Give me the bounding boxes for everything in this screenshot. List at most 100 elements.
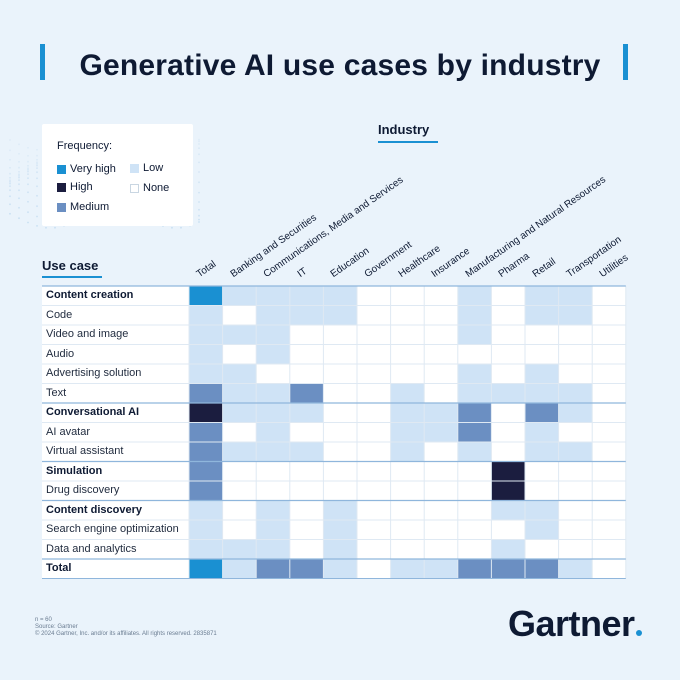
heatmap-cell bbox=[222, 305, 257, 325]
legend-title: Frequency: bbox=[57, 140, 113, 152]
industry-underline bbox=[378, 141, 438, 143]
heatmap-cell bbox=[592, 305, 626, 325]
legend-item-high: High bbox=[57, 181, 93, 193]
heatmap-cell bbox=[457, 364, 492, 384]
heatmap-cell bbox=[491, 364, 525, 384]
heatmap-cell bbox=[323, 442, 357, 462]
heatmap-cell bbox=[592, 403, 626, 423]
heatmap-cell bbox=[357, 305, 391, 325]
heatmap-cell bbox=[491, 422, 525, 442]
heatmap-cell bbox=[357, 325, 391, 345]
heatmap-cell bbox=[256, 461, 290, 481]
legend-label-none: None bbox=[143, 182, 170, 194]
heatmap-cell bbox=[525, 500, 559, 520]
heatmap-cell bbox=[189, 520, 223, 540]
heatmap-cell bbox=[491, 500, 525, 520]
heatmap-cell bbox=[491, 520, 525, 540]
heatmap-cell bbox=[390, 481, 425, 501]
heatmap-cell bbox=[256, 383, 290, 403]
heatmap-cell bbox=[424, 500, 458, 520]
heatmap-cell bbox=[390, 559, 425, 579]
heatmap-cell bbox=[525, 559, 559, 579]
heatmap-cell bbox=[189, 383, 223, 403]
heatmap-cell bbox=[222, 383, 257, 403]
heatmap-cell bbox=[558, 500, 593, 520]
legend-item-low: Low bbox=[130, 162, 163, 174]
heatmap-cell bbox=[222, 286, 257, 306]
heatmap-cell bbox=[424, 364, 458, 384]
row-label: Audio bbox=[46, 347, 75, 360]
row-label: AI avatar bbox=[46, 425, 91, 438]
heatmap-cell bbox=[390, 461, 425, 481]
heatmap-cell bbox=[457, 481, 492, 501]
heatmap-cell bbox=[256, 559, 290, 579]
heatmap-cell bbox=[592, 481, 626, 501]
heatmap-cell bbox=[457, 500, 492, 520]
heatmap-cell bbox=[357, 344, 391, 364]
row-label: Content creation bbox=[46, 289, 134, 301]
heatmap-cell bbox=[289, 461, 324, 481]
heatmap-cell bbox=[222, 481, 257, 501]
heatmap-cell bbox=[558, 364, 593, 384]
heatmap-cell bbox=[357, 539, 391, 559]
heatmap-cell bbox=[323, 286, 357, 306]
heatmap-cell bbox=[390, 325, 425, 345]
heatmap-cell bbox=[491, 461, 525, 481]
heatmap-cell bbox=[390, 286, 425, 306]
heatmap-cell bbox=[558, 344, 593, 364]
heatmap-cell bbox=[289, 305, 324, 325]
heatmap-cell bbox=[289, 539, 324, 559]
heatmap-cell bbox=[592, 442, 626, 462]
heatmap-cell bbox=[222, 403, 257, 423]
heatmap-cell bbox=[323, 403, 357, 423]
heatmap-cell bbox=[256, 364, 290, 384]
heatmap-cell bbox=[189, 305, 223, 325]
heatmap-cell bbox=[525, 344, 559, 364]
legend-label-medium: Medium bbox=[70, 201, 110, 213]
row-label: Data and analytics bbox=[46, 542, 137, 555]
heatmap-cell bbox=[491, 305, 525, 325]
heatmap-cell bbox=[592, 500, 626, 520]
heatmap-cell bbox=[222, 442, 257, 462]
heatmap-cell bbox=[256, 500, 290, 520]
heatmap-cell bbox=[357, 422, 391, 442]
heatmap-cell bbox=[390, 500, 425, 520]
legend-label-high: High bbox=[70, 181, 93, 193]
heatmap-cell bbox=[558, 442, 593, 462]
heatmap-cell bbox=[189, 286, 223, 306]
heatmap-cell bbox=[491, 383, 525, 403]
legend-swatch-medium bbox=[57, 202, 66, 212]
row-label: Drug discovery bbox=[46, 484, 120, 496]
heatmap-cell bbox=[491, 403, 525, 423]
heatmap-cell bbox=[558, 481, 593, 501]
heatmap-cell bbox=[491, 286, 525, 306]
legend-swatch-very-high bbox=[57, 164, 66, 174]
heatmap-cell bbox=[357, 364, 391, 384]
legend-swatch-low bbox=[130, 163, 139, 173]
heatmap-cell bbox=[424, 539, 458, 559]
industry-axis-label: Industry bbox=[378, 122, 430, 137]
heatmap-cell bbox=[357, 286, 391, 306]
heatmap-cell bbox=[357, 481, 391, 501]
heatmap-cell bbox=[558, 403, 593, 423]
heatmap-cell bbox=[323, 481, 357, 501]
heatmap-cell bbox=[592, 461, 626, 481]
heatmap-cell bbox=[491, 559, 525, 579]
heatmap-cell bbox=[592, 364, 626, 384]
page-title: Generative AI use cases by industry bbox=[79, 49, 601, 82]
heatmap-cell bbox=[525, 422, 559, 442]
heatmap-cell bbox=[457, 383, 492, 403]
heatmap-cell bbox=[390, 383, 425, 403]
gartner-logo: Gartner bbox=[508, 603, 642, 645]
heatmap-cell bbox=[357, 461, 391, 481]
heatmap-cell bbox=[525, 286, 559, 306]
heatmap-cell bbox=[525, 461, 559, 481]
legend-item-none: None bbox=[130, 182, 169, 194]
heatmap-cell bbox=[289, 442, 324, 462]
heatmap-cell bbox=[357, 383, 391, 403]
footnote-sample: n = 60 bbox=[35, 617, 52, 623]
heatmap-cell bbox=[222, 344, 257, 364]
row-label: Code bbox=[46, 308, 73, 321]
heatmap-cell bbox=[289, 520, 324, 540]
heatmap-cell bbox=[357, 442, 391, 462]
